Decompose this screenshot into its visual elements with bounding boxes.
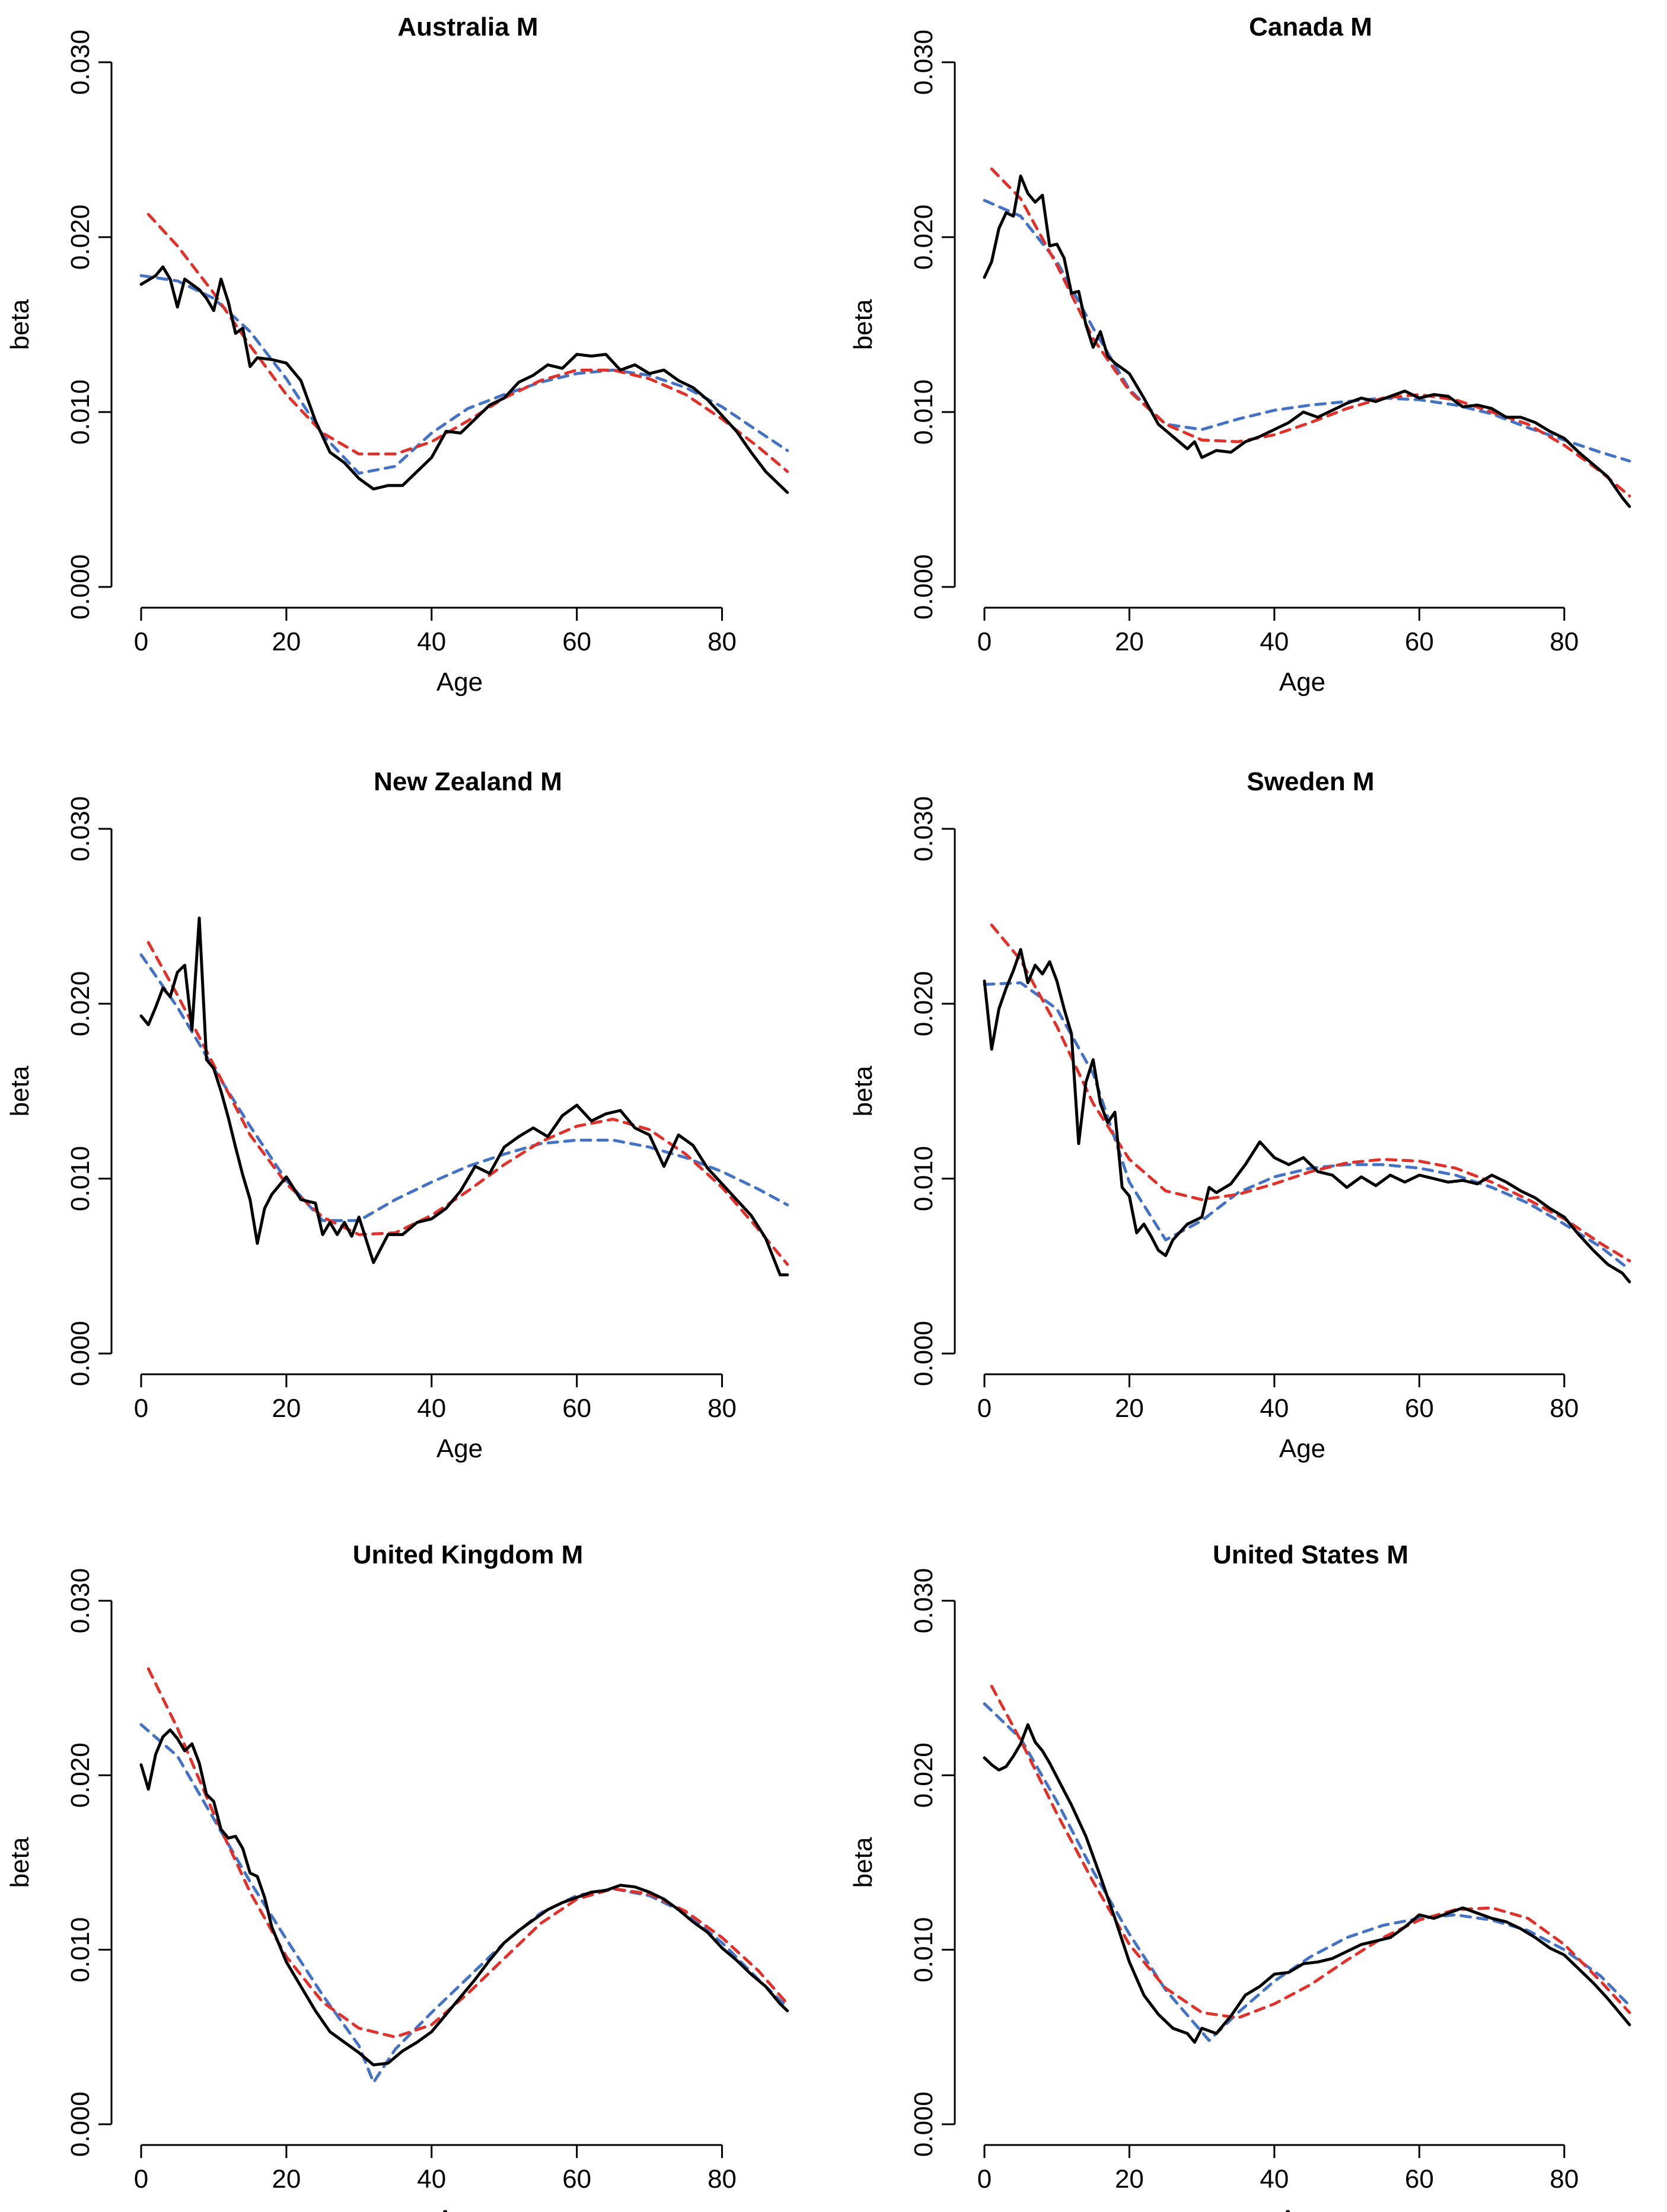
x-tick-label: 60 [1405,2165,1434,2194]
y-tick-label: 0.030 [909,796,938,861]
x-axis-label: Age [1279,2205,1325,2212]
y-tick-label: 0.030 [66,30,95,95]
x-tick-label: 80 [707,2165,737,2194]
x-tick-label: 80 [1550,1394,1579,1423]
x-tick-label: 80 [1550,2165,1579,2194]
x-tick-label: 60 [562,1394,591,1423]
y-tick-label: 0.000 [66,554,95,620]
y-tick-label: 0.030 [66,1568,95,1633]
series-line-fit-red [146,213,789,473]
y-tick-label: 0.020 [66,1742,95,1808]
x-tick-label: 20 [272,1394,301,1423]
x-tick-label: 40 [417,2165,446,2194]
y-tick-label: 0.030 [909,30,938,95]
chart-title: United Kingdom M [353,1540,584,1569]
x-axis-label: Age [1279,1434,1325,1463]
x-axis-label: Age [1279,668,1325,697]
y-tick-label: 0.010 [909,1917,938,1983]
y-axis-label: beta [849,299,878,350]
x-tick-label: 40 [1260,627,1289,656]
chart-title: United States M [1213,1540,1408,1569]
series-line-fit-blue [983,981,1631,1271]
chart-panel: United States M 0.000 0.010 0.020 0.030 0 20 40… [849,1540,1631,2212]
x-tick-label: 40 [417,1394,446,1423]
x-tick-label: 80 [707,627,737,656]
y-tick-label: 0.020 [909,971,938,1036]
y-tick-label: 0.020 [66,205,95,270]
x-tick-label: 0 [977,1394,992,1423]
series-line-fit-red [990,923,1631,1263]
y-tick-label: 0.010 [66,1146,95,1211]
x-tick-label: 40 [1260,2165,1289,2194]
series-line-fit-blue [139,953,789,1222]
y-tick-label: 0.000 [66,1321,95,1386]
y-tick-label: 0.020 [66,971,95,1036]
y-tick-label: 0.010 [66,1917,95,1983]
series-line-fit-red [990,167,1631,498]
x-tick-label: 20 [1115,1394,1144,1423]
series-line-fit-blue [983,199,1631,463]
y-tick-label: 0.010 [909,1146,938,1211]
series-line-fit-red [990,1684,1631,2019]
series-line-fit-blue [139,274,789,475]
series-line-observed [983,1723,1631,2044]
x-axis-label: Age [436,1434,483,1463]
series-line-fit-blue [139,1723,789,2084]
chart-panel: United Kingdom M 0.000 0.010 0.020 0.030 0 20 4… [5,1540,789,2212]
y-tick-label: 0.010 [66,379,95,445]
y-tick-label: 0.020 [909,205,938,270]
chart-title: Sweden M [1247,767,1374,796]
chart-panel: Australia M 0.000 0.010 0.020 0.030 0 20 40 60 80… [5,12,789,697]
chart-panel: Canada M 0.000 0.010 0.020 0.030 0 20 40 60 80 Age… [849,12,1631,697]
chart-panel: New Zealand M 0.000 0.010 0.020 0.030 0 20 40 60… [5,767,789,1463]
series-line-fit-blue [983,1702,1631,2042]
chart-title: Canada M [1249,12,1372,42]
x-tick-label: 60 [562,2165,591,2194]
y-tick-label: 0.000 [909,2092,938,2157]
x-axis-label: Age [436,2205,483,2212]
series-line-observed [139,1728,789,2067]
chart-title: New Zealand M [374,767,562,796]
series-line-fit-red [146,941,789,1266]
y-tick-label: 0.030 [909,1568,938,1633]
series-line-observed [139,917,789,1276]
x-tick-label: 0 [134,2165,148,2194]
x-tick-label: 80 [707,1394,737,1423]
y-tick-label: 0.010 [909,379,938,445]
x-tick-label: 60 [562,627,591,656]
y-axis-label: beta [5,299,34,350]
x-tick-label: 40 [1260,1394,1289,1423]
series-line-fit-red [146,1667,789,2039]
y-axis-label: beta [849,1065,878,1116]
y-axis-label: beta [5,1837,34,1888]
x-tick-label: 20 [272,2165,301,2194]
x-tick-label: 80 [1550,627,1579,656]
x-tick-label: 40 [417,627,446,656]
x-tick-label: 0 [134,1394,148,1423]
series-line-observed [139,265,789,494]
x-tick-label: 20 [272,627,301,656]
x-tick-label: 20 [1115,2165,1144,2194]
y-axis-label: beta [849,1837,878,1888]
chart-panel: Sweden M 0.000 0.010 0.020 0.030 0 20 40 60 80 Age… [849,767,1631,1463]
series-line-observed [983,948,1631,1284]
series-line-observed [983,174,1631,508]
x-tick-label: 60 [1405,1394,1434,1423]
chart-title: Australia M [397,12,538,42]
y-tick-label: 0.000 [66,2092,95,2157]
y-tick-label: 0.000 [909,554,938,620]
x-axis-label: Age [436,668,483,697]
x-tick-label: 0 [977,627,992,656]
x-tick-label: 60 [1405,627,1434,656]
y-tick-label: 0.020 [909,1742,938,1808]
x-tick-label: 0 [134,627,148,656]
x-tick-label: 0 [977,2165,992,2194]
y-axis-label: beta [5,1065,34,1116]
y-tick-label: 0.000 [909,1321,938,1386]
y-tick-label: 0.030 [66,796,95,861]
x-tick-label: 20 [1115,627,1144,656]
